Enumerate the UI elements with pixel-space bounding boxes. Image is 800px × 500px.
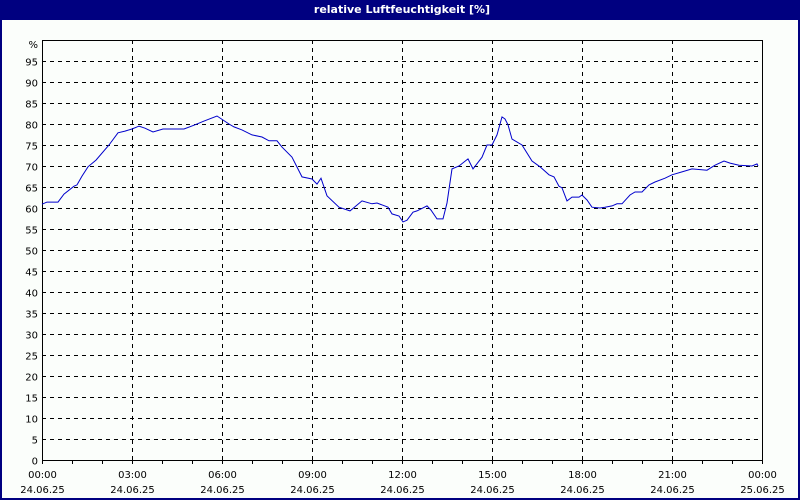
x-tick-date-label: 24.06.25 [650, 485, 695, 496]
x-tick-time-label: 21:00 [658, 470, 687, 481]
y-tick-label: 95 [25, 58, 38, 69]
y-tick-label: 5 [32, 436, 38, 447]
x-tick-time-label: 00:00 [748, 470, 777, 481]
y-tick-label: 25 [25, 352, 38, 363]
x-tick-date-label: 24.06.25 [560, 485, 605, 496]
chart-title: relative Luftfeuchtigkeit [%] [2, 0, 800, 20]
x-tick-date-label: 24.06.25 [110, 485, 155, 496]
grid-lines [42, 40, 762, 460]
y-tick-label: 75 [25, 142, 38, 153]
y-tick-label: 30 [25, 331, 38, 342]
y-tick-label: 90 [25, 79, 38, 90]
y-tick-label: 55 [25, 226, 38, 237]
y-unit-label: % [28, 40, 38, 51]
x-tick-date-label: 24.06.25 [200, 485, 245, 496]
x-tick-time-label: 12:00 [388, 470, 417, 481]
x-tick-date-label: 25.06.25 [740, 485, 785, 496]
y-tick-label: 40 [25, 289, 38, 300]
x-tick-time-label: 18:00 [568, 470, 597, 481]
x-tick-time-label: 09:00 [298, 470, 327, 481]
y-tick-label: 45 [25, 268, 38, 279]
x-tick-date-label: 24.06.25 [470, 485, 515, 496]
x-tick-date-label: 24.06.25 [290, 485, 335, 496]
humidity-series-line [41, 115, 759, 223]
y-tick-label: 0 [32, 457, 38, 468]
y-tick-label: 65 [25, 184, 38, 195]
x-tick-time-label: 00:00 [28, 470, 57, 481]
x-tick-time-label: 15:00 [478, 470, 507, 481]
y-tick-label: 80 [25, 121, 38, 132]
x-tick-date-label: 24.06.25 [380, 485, 425, 496]
y-tick-label: 85 [25, 100, 38, 111]
y-tick-label: 10 [25, 415, 38, 426]
y-axis: 0 5 10 15 20 25 30 35 40 45 50 55 60 65 70 75 80 85 90 95% [25, 40, 38, 468]
x-tick-time-label: 03:00 [118, 470, 147, 481]
y-tick-label: 70 [25, 163, 38, 174]
y-tick-label: 60 [25, 205, 38, 216]
x-tick-date-label: 24.06.25 [20, 485, 65, 496]
y-tick-label: 50 [25, 247, 38, 258]
y-tick-label: 20 [25, 373, 38, 384]
y-tick-label: 15 [25, 394, 38, 405]
x-axis: 00:00 24.06.25 03:00 24.06.25 06:00 24.06.25 0… [20, 460, 785, 496]
plot-frame [42, 40, 763, 461]
x-tick-time-label: 06:00 [208, 470, 237, 481]
y-tick-label: 35 [25, 310, 38, 321]
